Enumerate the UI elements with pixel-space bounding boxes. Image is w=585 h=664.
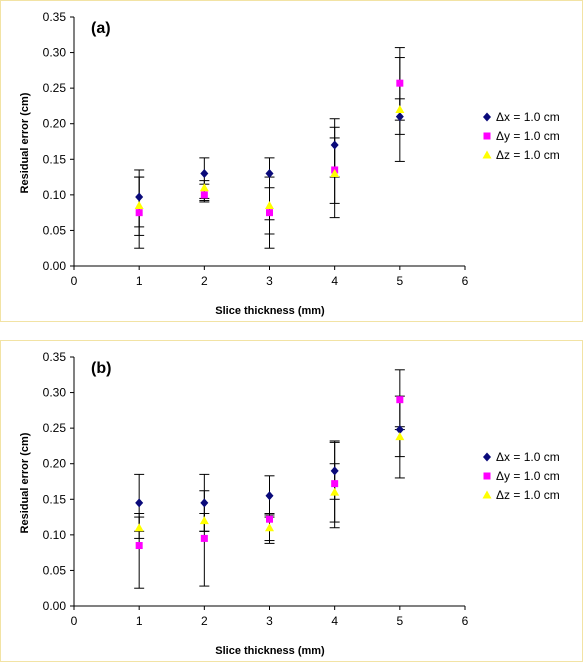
legend-label: Δy = 1.0 cm <box>496 469 560 483</box>
legend-label: Δx = 1.0 cm <box>496 450 560 464</box>
data-point <box>135 192 144 202</box>
y-tick-label: 0.25 <box>43 421 67 435</box>
data-point <box>199 183 209 192</box>
chart-panel-a: (a) Residual error (cm) Slice thickness … <box>0 0 583 322</box>
y-tick-label: 0.20 <box>43 457 67 471</box>
y-tick-label: 0.05 <box>43 563 67 577</box>
data-point <box>330 487 340 496</box>
data-point <box>199 516 209 525</box>
y-axis-label: Residual error (cm) <box>19 432 31 533</box>
y-tick-label: 0.15 <box>43 152 67 166</box>
data-point <box>135 498 144 508</box>
y-tick-label: 0.20 <box>43 117 67 131</box>
data-point <box>135 542 143 550</box>
y-tick-label: 0.10 <box>43 188 67 202</box>
legend-marker <box>483 472 491 480</box>
x-tick-label: 6 <box>462 274 469 288</box>
data-point <box>330 169 340 178</box>
x-tick-label: 3 <box>266 614 273 628</box>
data-point <box>266 209 273 217</box>
data-point <box>265 523 274 532</box>
x-tick-label: 2 <box>201 274 208 288</box>
y-tick-label: 0.00 <box>43 259 67 273</box>
x-tick-label: 3 <box>266 274 273 288</box>
y-tick-label: 0.00 <box>43 599 67 613</box>
data-point <box>330 466 339 476</box>
panel-label: (b) <box>91 360 111 377</box>
data-point <box>200 191 208 199</box>
data-point <box>395 425 404 435</box>
x-tick-label: 6 <box>462 614 469 628</box>
y-tick-label: 0.10 <box>43 528 67 542</box>
legend-marker <box>483 132 491 140</box>
x-tick-label: 5 <box>396 614 403 628</box>
data-point <box>134 201 144 210</box>
y-tick-label: 0.35 <box>43 10 67 24</box>
data-point <box>395 104 405 113</box>
data-point <box>200 498 209 508</box>
data-point <box>265 491 274 501</box>
x-tick-label: 1 <box>136 614 143 628</box>
x-axis-label: Slice thickness (mm) <box>215 305 325 317</box>
y-tick-label: 0.35 <box>43 350 67 364</box>
legend-label: Δx = 1.0 cm <box>496 110 560 124</box>
data-point <box>396 79 404 87</box>
chart-b-svg: (b) Residual error (cm) Slice thickness … <box>19 350 560 657</box>
data-point <box>265 169 274 179</box>
data-point <box>266 515 273 523</box>
legend-label: Δz = 1.0 cm <box>496 488 560 502</box>
panel-label: (a) <box>91 20 111 37</box>
data-point <box>330 140 339 150</box>
x-tick-label: 2 <box>201 614 208 628</box>
y-tick-label: 0.30 <box>43 386 67 400</box>
data-point <box>135 209 143 217</box>
x-axis-label: Slice thickness (mm) <box>215 645 325 657</box>
legend-marker <box>483 112 491 122</box>
data-point <box>396 396 404 404</box>
x-tick-label: 1 <box>136 274 143 288</box>
data-point <box>331 480 339 488</box>
legend-marker <box>482 490 492 499</box>
data-point <box>395 432 405 441</box>
legend-marker <box>482 150 492 159</box>
data-point <box>200 169 209 179</box>
legend-label: Δz = 1.0 cm <box>496 148 560 162</box>
x-tick-label: 4 <box>331 274 338 288</box>
y-tick-label: 0.30 <box>43 46 67 60</box>
x-tick-label: 5 <box>396 274 403 288</box>
data-point <box>395 112 404 122</box>
y-tick-label: 0.25 <box>43 81 67 95</box>
chart-a-svg: (a) Residual error (cm) Slice thickness … <box>19 10 560 317</box>
y-axis-label: Residual error (cm) <box>19 92 31 193</box>
y-tick-label: 0.15 <box>43 492 67 506</box>
x-tick-label: 4 <box>331 614 338 628</box>
data-point <box>265 201 274 210</box>
legend-label: Δy = 1.0 cm <box>496 129 560 143</box>
chart-panel-b: (b) Residual error (cm) Slice thickness … <box>0 340 583 662</box>
data-point <box>200 534 208 542</box>
data-point <box>134 523 144 532</box>
y-tick-label: 0.05 <box>43 223 67 237</box>
legend-marker <box>483 452 491 462</box>
x-tick-label: 0 <box>71 614 78 628</box>
x-tick-label: 0 <box>71 274 78 288</box>
